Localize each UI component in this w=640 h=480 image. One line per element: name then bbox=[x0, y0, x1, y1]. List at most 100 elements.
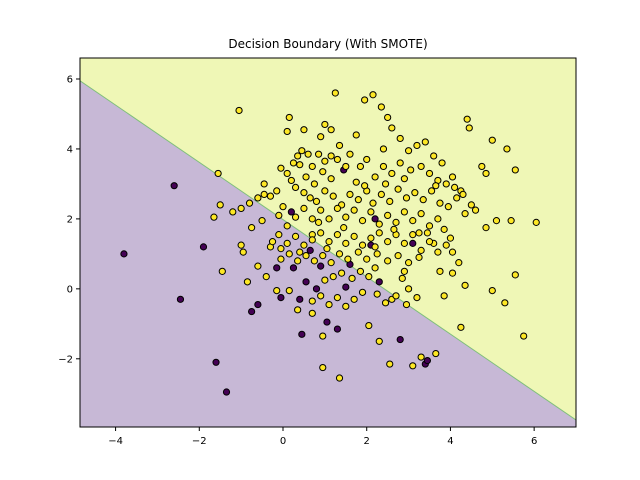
point-class-1 bbox=[501, 299, 509, 307]
point-class-1 bbox=[342, 213, 350, 221]
point-class-1 bbox=[354, 248, 362, 256]
point-class-0 bbox=[289, 264, 298, 272]
point-class-1 bbox=[218, 267, 226, 275]
point-class-1 bbox=[448, 269, 457, 277]
point-class-1 bbox=[375, 220, 383, 228]
point-class-1 bbox=[453, 194, 461, 202]
point-class-1 bbox=[434, 215, 442, 223]
point-class-0 bbox=[287, 208, 295, 216]
point-class-1 bbox=[317, 206, 325, 214]
plot-frame bbox=[79, 57, 577, 428]
point-class-1 bbox=[308, 162, 316, 171]
point-class-0 bbox=[302, 278, 310, 286]
point-class-1 bbox=[321, 120, 329, 129]
point-class-1 bbox=[298, 147, 306, 155]
point-class-1 bbox=[461, 210, 469, 218]
point-class-1 bbox=[392, 292, 400, 300]
point-class-1 bbox=[371, 243, 379, 251]
point-class-1 bbox=[402, 194, 411, 202]
point-class-1 bbox=[327, 175, 335, 183]
x-axis: −4 −2 0 2 4 6 bbox=[108, 427, 537, 447]
point-class-1 bbox=[467, 201, 475, 209]
point-class-1 bbox=[419, 196, 427, 204]
point-class-1 bbox=[287, 176, 295, 185]
point-class-1 bbox=[459, 190, 467, 199]
point-class-1 bbox=[409, 217, 417, 225]
point-class-1 bbox=[348, 274, 356, 282]
point-class-1 bbox=[463, 115, 471, 123]
point-class-1 bbox=[216, 201, 224, 209]
point-class-1 bbox=[396, 134, 404, 143]
point-class-1 bbox=[461, 281, 469, 289]
point-class-1 bbox=[310, 180, 318, 188]
point-class-1 bbox=[404, 259, 413, 267]
point-class-1 bbox=[344, 255, 352, 263]
point-class-1 bbox=[457, 323, 465, 331]
point-class-1 bbox=[511, 271, 519, 279]
point-class-1 bbox=[302, 252, 310, 260]
point-class-1 bbox=[319, 168, 327, 176]
point-class-1 bbox=[302, 173, 310, 181]
point-class-0 bbox=[342, 283, 350, 291]
point-class-0 bbox=[323, 318, 331, 326]
point-class-1 bbox=[342, 162, 350, 171]
point-class-1 bbox=[478, 162, 486, 171]
point-class-1 bbox=[260, 190, 268, 199]
point-class-1 bbox=[314, 150, 323, 158]
point-class-1 bbox=[471, 206, 480, 214]
point-class-1 bbox=[308, 309, 316, 317]
point-class-1 bbox=[388, 124, 396, 132]
point-class-1 bbox=[356, 162, 365, 171]
point-class-1 bbox=[333, 204, 342, 212]
point-class-1 bbox=[342, 239, 350, 247]
point-class-1 bbox=[350, 206, 358, 214]
point-class-1 bbox=[279, 203, 287, 211]
point-class-1 bbox=[371, 173, 379, 181]
point-class-0 bbox=[254, 300, 262, 309]
point-class-1 bbox=[254, 194, 262, 202]
point-class-1 bbox=[442, 241, 450, 249]
point-class-1 bbox=[482, 169, 490, 178]
point-class-1 bbox=[358, 217, 367, 225]
point-class-0 bbox=[277, 293, 285, 302]
point-class-1 bbox=[266, 192, 275, 200]
y-tick-label: 2 bbox=[67, 214, 73, 225]
point-class-1 bbox=[448, 173, 457, 181]
point-class-1 bbox=[304, 150, 312, 158]
point-class-1 bbox=[245, 199, 254, 207]
point-class-1 bbox=[243, 278, 252, 286]
point-class-1 bbox=[444, 203, 452, 211]
point-class-1 bbox=[277, 164, 285, 172]
point-class-1 bbox=[331, 89, 339, 97]
point-class-0 bbox=[222, 388, 231, 396]
point-class-1 bbox=[340, 224, 348, 232]
point-class-1 bbox=[384, 211, 392, 219]
point-class-1 bbox=[300, 241, 308, 249]
point-class-1 bbox=[277, 245, 285, 253]
point-class-1 bbox=[308, 215, 316, 223]
point-class-0 bbox=[423, 356, 432, 365]
point-class-1 bbox=[312, 197, 321, 206]
chart-title: Decision Boundary (With SMOTE) bbox=[228, 37, 427, 51]
point-class-1 bbox=[425, 238, 434, 246]
point-class-1 bbox=[277, 255, 285, 263]
point-class-1 bbox=[488, 136, 496, 144]
point-class-1 bbox=[237, 204, 245, 212]
point-class-1 bbox=[317, 229, 325, 237]
point-class-1 bbox=[300, 189, 308, 197]
point-class-1 bbox=[262, 273, 270, 281]
point-class-1 bbox=[394, 252, 402, 260]
point-class-1 bbox=[511, 166, 519, 174]
point-class-1 bbox=[369, 199, 377, 207]
point-class-0 bbox=[296, 295, 304, 303]
point-class-1 bbox=[488, 286, 496, 295]
point-class-1 bbox=[373, 290, 381, 298]
point-class-1 bbox=[432, 182, 440, 190]
point-class-1 bbox=[386, 197, 394, 206]
point-class-1 bbox=[352, 131, 360, 139]
point-class-1 bbox=[354, 196, 362, 204]
point-class-1 bbox=[413, 293, 421, 302]
point-class-1 bbox=[350, 295, 358, 303]
point-class-0 bbox=[199, 243, 208, 251]
